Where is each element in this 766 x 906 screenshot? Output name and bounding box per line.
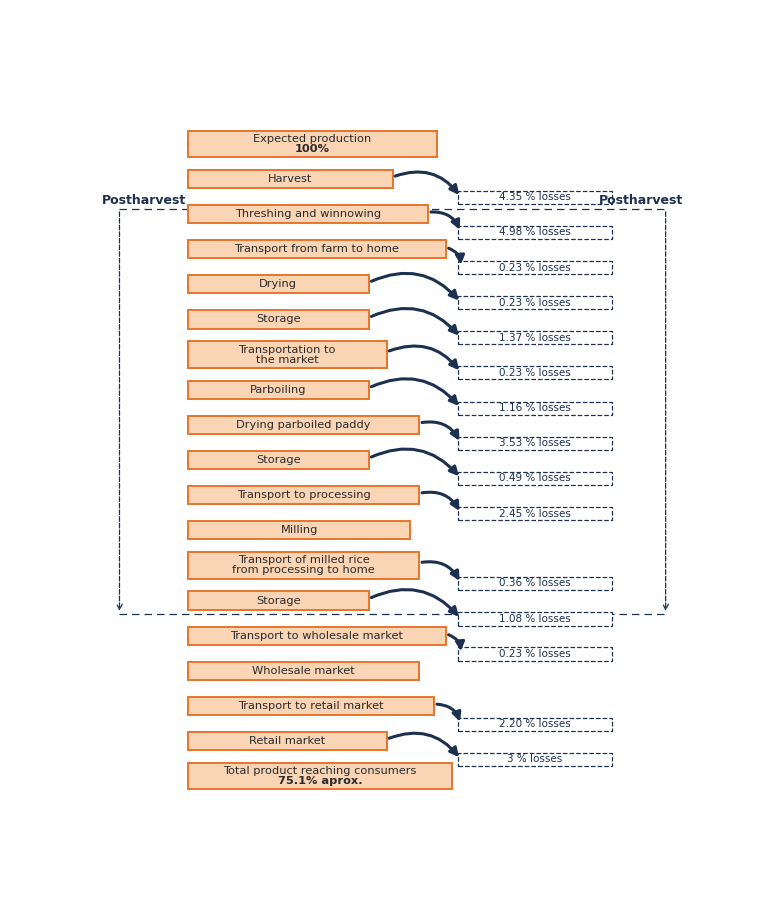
Text: 0.23 % losses: 0.23 % losses [499,263,571,273]
FancyArrowPatch shape [449,635,463,648]
Text: Wholesale market: Wholesale market [252,666,355,676]
FancyBboxPatch shape [188,169,392,188]
FancyBboxPatch shape [458,718,612,731]
FancyArrowPatch shape [395,172,457,192]
FancyBboxPatch shape [458,226,612,239]
Text: 1.08 % losses: 1.08 % losses [499,614,571,624]
FancyBboxPatch shape [188,130,437,157]
Text: 1.37 % losses: 1.37 % losses [499,333,571,342]
Text: Transport from farm to home: Transport from farm to home [234,244,399,255]
Text: 0.23 % losses: 0.23 % losses [499,368,571,378]
FancyBboxPatch shape [188,381,369,399]
Text: Threshing and winnowing: Threshing and winnowing [235,209,381,219]
Text: Postharvest: Postharvest [599,194,683,207]
FancyBboxPatch shape [458,648,612,660]
Text: 4.98 % losses: 4.98 % losses [499,227,571,237]
Text: Transport to retail market: Transport to retail market [238,701,384,711]
FancyBboxPatch shape [458,472,612,485]
Text: Retail market: Retail market [249,736,326,746]
FancyArrowPatch shape [372,449,457,474]
Text: 100%: 100% [295,144,330,154]
FancyBboxPatch shape [188,732,387,750]
Text: 0.23 % losses: 0.23 % losses [499,649,571,659]
FancyBboxPatch shape [458,190,612,204]
Text: 0.49 % losses: 0.49 % losses [499,473,571,484]
FancyBboxPatch shape [188,240,446,258]
FancyBboxPatch shape [458,577,612,590]
Text: 3 % losses: 3 % losses [507,755,563,765]
Text: Total product reaching consumers: Total product reaching consumers [223,766,417,776]
Text: Transport of milled rice: Transport of milled rice [237,555,369,565]
FancyBboxPatch shape [458,612,612,625]
Text: Drying: Drying [260,279,297,289]
Text: Transport to wholesale market: Transport to wholesale market [231,631,404,641]
Text: 75.1% aprox.: 75.1% aprox. [277,776,362,786]
FancyBboxPatch shape [458,366,612,379]
FancyArrowPatch shape [372,274,457,298]
Text: Transport to processing: Transport to processing [237,490,371,500]
FancyArrowPatch shape [431,212,459,226]
FancyBboxPatch shape [188,486,419,505]
Text: 2.20 % losses: 2.20 % losses [499,719,571,729]
Text: the market: the market [256,354,319,364]
Text: Transportation to: Transportation to [238,344,336,354]
FancyBboxPatch shape [458,401,612,415]
FancyBboxPatch shape [188,416,419,434]
FancyArrowPatch shape [372,308,457,333]
FancyBboxPatch shape [188,205,428,223]
Text: Storage: Storage [256,595,300,605]
FancyBboxPatch shape [188,521,411,539]
FancyBboxPatch shape [188,451,369,469]
FancyArrowPatch shape [372,590,457,614]
FancyArrowPatch shape [389,733,457,755]
FancyBboxPatch shape [188,627,446,645]
Text: Postharvest: Postharvest [102,194,186,207]
Text: Parboiling: Parboiling [250,385,306,395]
Text: Storage: Storage [256,314,300,324]
FancyBboxPatch shape [188,310,369,329]
FancyBboxPatch shape [188,592,369,610]
FancyBboxPatch shape [458,437,612,449]
FancyBboxPatch shape [188,763,452,789]
FancyBboxPatch shape [188,342,387,368]
FancyBboxPatch shape [458,507,612,520]
FancyBboxPatch shape [458,753,612,766]
FancyBboxPatch shape [458,261,612,275]
FancyBboxPatch shape [188,697,434,715]
Text: 0.23 % losses: 0.23 % losses [499,298,571,308]
FancyArrowPatch shape [372,379,457,403]
FancyArrowPatch shape [389,346,457,368]
FancyBboxPatch shape [188,661,419,680]
Text: 0.36 % losses: 0.36 % losses [499,578,571,588]
Text: Drying parboiled paddy: Drying parboiled paddy [236,419,371,429]
Text: 1.16 % losses: 1.16 % losses [499,403,571,413]
Text: Storage: Storage [256,455,300,465]
FancyBboxPatch shape [458,332,612,344]
Text: Harvest: Harvest [268,174,313,184]
FancyBboxPatch shape [188,275,369,294]
FancyArrowPatch shape [422,562,458,578]
FancyArrowPatch shape [422,422,458,438]
FancyBboxPatch shape [188,553,419,579]
Text: from processing to home: from processing to home [232,565,375,575]
Text: Expected production: Expected production [254,134,372,144]
Text: Milling: Milling [280,525,318,535]
FancyBboxPatch shape [458,296,612,309]
Text: 3.53 % losses: 3.53 % losses [499,439,571,448]
Text: 4.35 % losses: 4.35 % losses [499,192,571,202]
FancyArrowPatch shape [422,492,458,508]
FancyArrowPatch shape [437,704,460,718]
FancyArrowPatch shape [449,248,463,261]
Text: 2.45 % losses: 2.45 % losses [499,508,571,518]
